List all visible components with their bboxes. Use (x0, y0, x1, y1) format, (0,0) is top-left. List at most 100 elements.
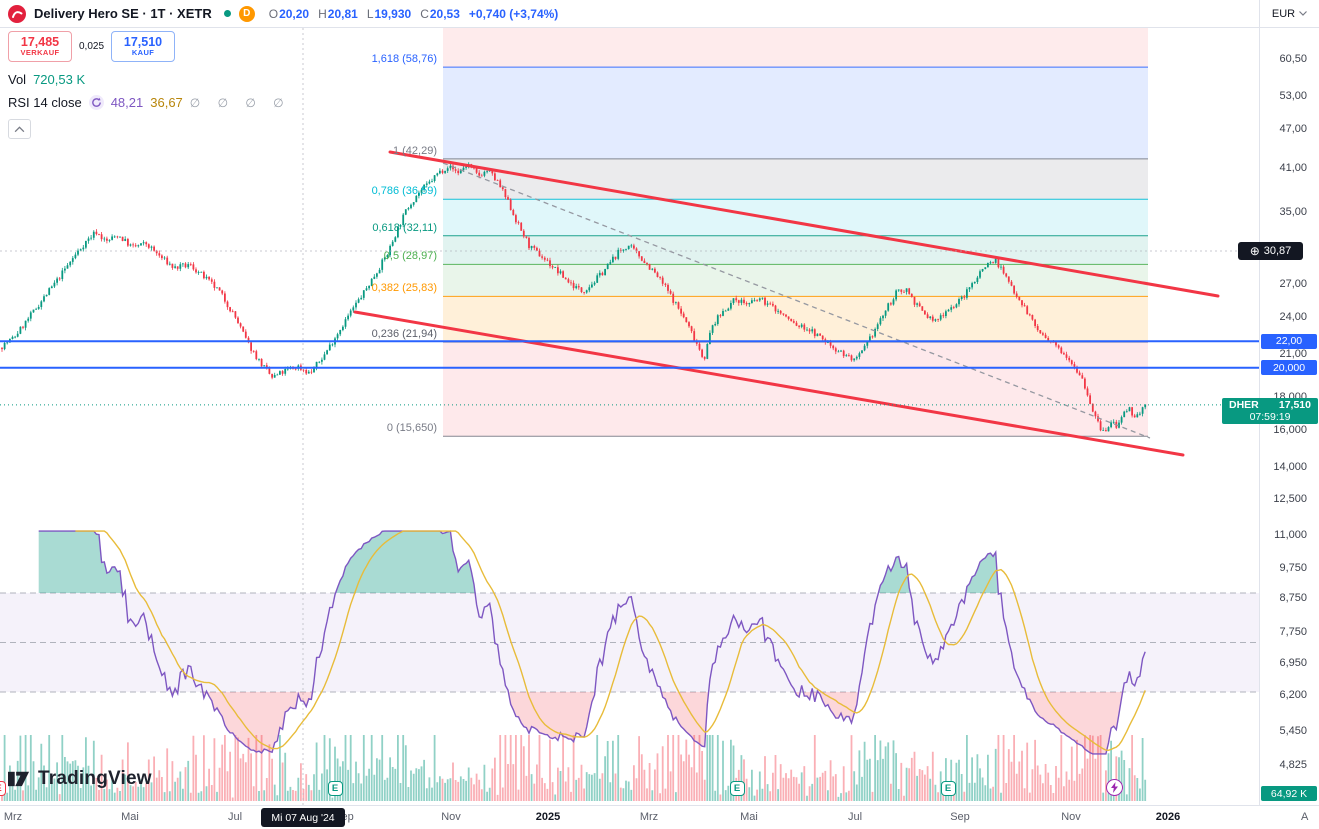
fib-level-label[interactable]: 0,5 (28,97) (383, 250, 437, 263)
delivery-hero-logo-icon (8, 4, 26, 23)
price-axis-label: 6,950 (1279, 656, 1307, 669)
fib-level-label[interactable]: 1 (42,29) (392, 144, 437, 157)
price-axis-label: 35,00 (1279, 205, 1307, 218)
volume-legend[interactable]: Vol 720,53 K (8, 72, 85, 87)
time-axis-label: Mai (121, 811, 139, 823)
ohlc-high-label: H (318, 6, 327, 21)
earnings-marker[interactable]: E (327, 781, 343, 796)
price-axis-label: 60,50 (1279, 53, 1307, 65)
price-axis-label: 14,000 (1273, 461, 1307, 474)
price-change: +0,740 (+3,74%) (468, 6, 559, 21)
chevron-up-icon (14, 125, 25, 132)
chevron-down-icon (1299, 11, 1308, 16)
rsi-overbought-fill (38, 531, 123, 593)
sell-label: VERKAUF (20, 48, 60, 58)
currency-label: EUR (1271, 7, 1296, 20)
dashed-trendline[interactable] (442, 162, 1151, 439)
earnings-marker[interactable]: E (940, 781, 956, 796)
rsi-ma-line (75, 530, 1146, 752)
plus-circle-icon[interactable]: ⊕ (1249, 244, 1260, 258)
lightning-bolt-icon (1110, 782, 1118, 793)
price-axis-label: 47,00 (1279, 123, 1307, 136)
tradingview-logo-icon (8, 771, 30, 787)
price-axis-label: 6,200 (1279, 688, 1307, 701)
rsi-oversold-fill (1025, 692, 1123, 754)
rsi-oversold-fill (206, 692, 313, 753)
tradingview-logo-text: TradingView (38, 767, 152, 789)
data-delayed-badge[interactable]: D (238, 5, 255, 22)
price-axis-label: 41,00 (1279, 161, 1307, 174)
time-axis-label: Mrz (639, 811, 659, 823)
fib-bands (443, 28, 1148, 437)
bar-countdown: 07:59:19 (1249, 411, 1291, 423)
horizontal-price-lines[interactable] (0, 340, 1259, 369)
price-axis-label: 16,000 (1273, 424, 1307, 436)
time-axis[interactable]: Mi 07 Aug '24 A Mrz Mai Jul Sep Nov 2025 Mrz Ma… (0, 805, 1319, 829)
sell-price: 17,485 (20, 35, 60, 49)
time-axis-label: Mrz (3, 811, 23, 823)
crosshair-date-tooltip: Mi 07 Aug '24 (261, 808, 345, 827)
time-axis-label: 2025 (535, 811, 561, 823)
rsi-band (0, 592, 1259, 693)
rsi-legend[interactable]: RSI 14 close 48,21 36,67 ∅ ∅ ∅ ∅ (8, 95, 291, 110)
fib-level-label[interactable]: 0,236 (21,94) (371, 328, 437, 340)
price-axis-label: 11,000 (1274, 528, 1307, 541)
earnings-marker[interactable]: E (729, 781, 745, 796)
rsi-oversold-fill (661, 692, 709, 747)
fib-level-label[interactable]: 0,786 (36,59) (371, 185, 437, 198)
last-price-value: 17,510 (1278, 399, 1311, 411)
price-axis-label: 5,450 (1279, 724, 1307, 737)
ohlc-close-label: C (420, 6, 429, 21)
price-axis-label: 21,00 (1279, 348, 1307, 361)
time-axis-label: Nov (1061, 811, 1081, 823)
symbol-ticker: DHER (1229, 399, 1259, 411)
time-axis-label: Jul (227, 811, 243, 823)
price-axis-label: 27,00 (1279, 278, 1307, 291)
time-axis-label: Nov (441, 811, 461, 823)
price-chart-canvas[interactable] (0, 0, 1259, 805)
fib-level-label[interactable]: 0,618 (32,11) (372, 221, 437, 234)
crosshair-price-value: 30,87 (1263, 245, 1292, 257)
market-open-dot-icon (223, 10, 231, 17)
price-axis-label: 24,00 (1279, 310, 1307, 323)
symbol-title[interactable]: Delivery Hero SE · 1T · XETR (34, 6, 212, 21)
volume-label: Vol (8, 72, 27, 87)
price-axis-label: 9,750 (1279, 562, 1307, 575)
spread-value: 0,025 (79, 41, 105, 52)
auto-scale-toggle[interactable]: A (1301, 811, 1309, 823)
rsi-refresh-icon[interactable] (88, 95, 104, 110)
crosshair-price-badge[interactable]: ⊕ 30,87 (1238, 242, 1303, 260)
rsi-label: RSI 14 close (8, 95, 82, 110)
fib-level-label[interactable]: 0,382 (25,83) (371, 282, 437, 295)
ohlc-open-value: 20,20 (279, 6, 310, 21)
ohlc-readout: O20,20 H20,81 L19,930 C20,53 +0,740 (+3,… (269, 7, 559, 21)
fib-level-label[interactable]: 0 (15,650) (386, 422, 437, 435)
time-axis-label: Jul (847, 811, 863, 823)
last-price-badge: DHER 17,510 07:59:19 (1222, 398, 1318, 424)
rsi-empty-values: ∅ ∅ ∅ ∅ (189, 95, 291, 110)
trade-panel: 17,485 VERKAUF 0,025 17,510 KAUF (8, 31, 176, 62)
price-line-badge: 22,00 (1261, 333, 1317, 349)
sell-button[interactable]: 17,485 VERKAUF (8, 31, 72, 62)
rsi-overbought-fill (965, 552, 999, 593)
currency-selector[interactable]: EUR (1260, 0, 1319, 28)
time-axis-label: 2026 (1155, 811, 1181, 823)
price-axis-label: 53,00 (1279, 89, 1307, 102)
volume-axis-badge: 64,92 K (1261, 786, 1317, 801)
trend-channel[interactable] (353, 150, 1220, 457)
pane-collapse-button[interactable] (8, 119, 31, 139)
tradingview-watermark[interactable]: TradingView (8, 767, 152, 790)
earnings-marker-partial[interactable]: E (0, 781, 6, 796)
rsi-overbought-fill (335, 531, 476, 593)
price-axis-label: 12,500 (1273, 492, 1307, 505)
buy-button[interactable]: 17,510 KAUF (111, 31, 176, 62)
price-line-badge: 20,000 (1261, 360, 1317, 376)
lightning-marker[interactable] (1105, 779, 1123, 796)
buy-label: KAUF (131, 48, 155, 58)
time-axis-label: Mai (740, 811, 758, 823)
ohlc-low-label: L (366, 6, 374, 21)
fib-level-label[interactable]: 1,618 (58,76) (371, 53, 437, 66)
rsi-ma-value: 36,67 (150, 95, 183, 110)
rsi-oversold-fill (508, 692, 595, 742)
